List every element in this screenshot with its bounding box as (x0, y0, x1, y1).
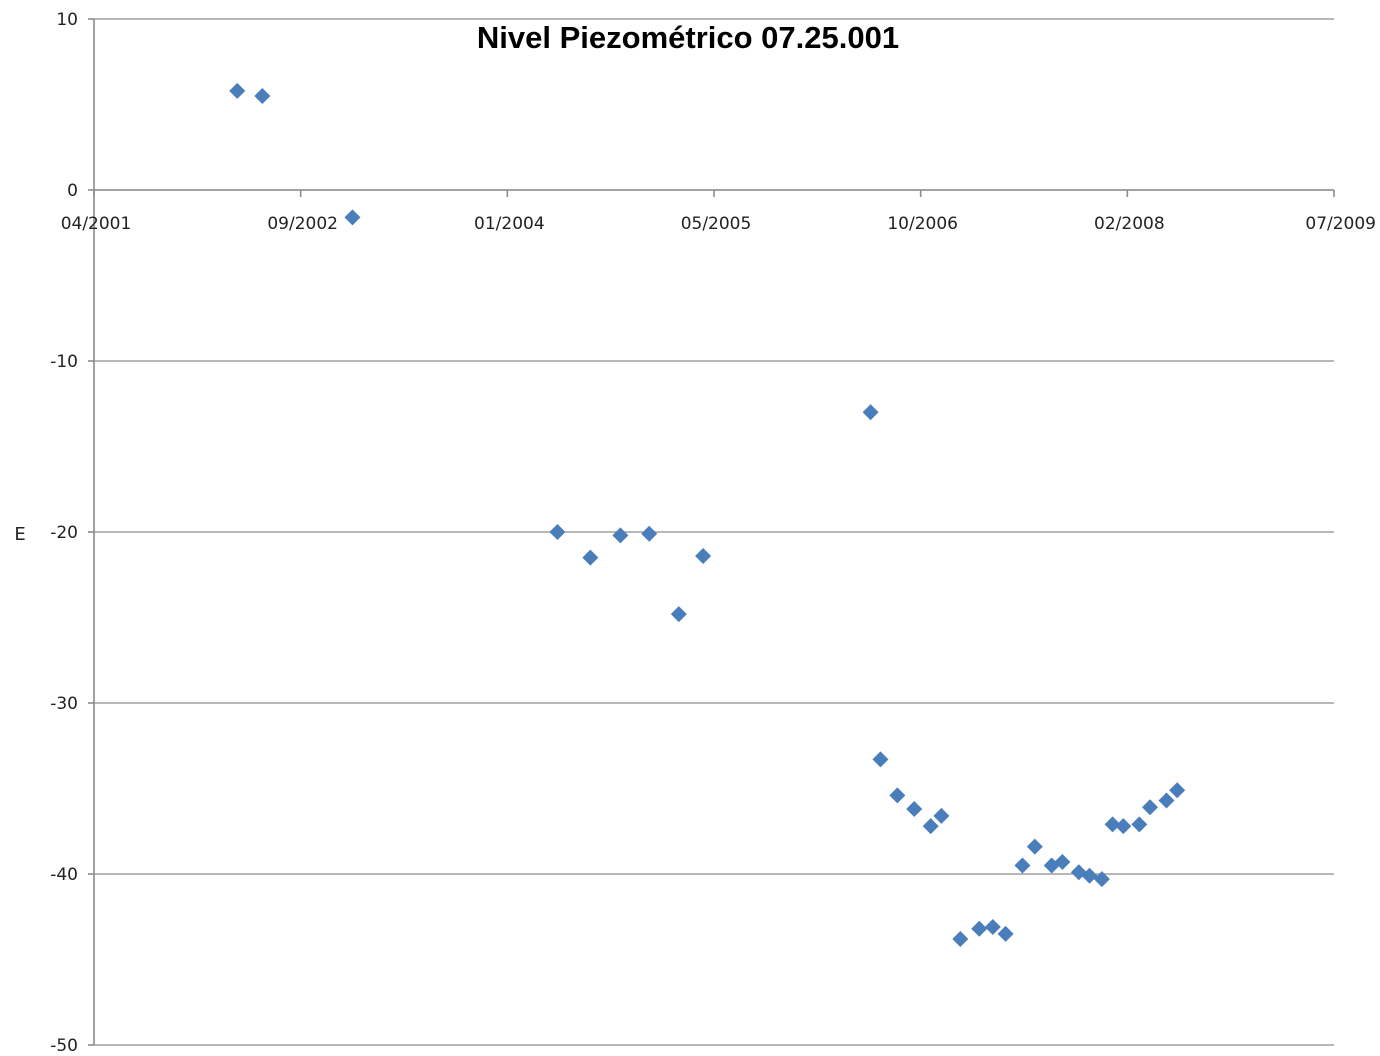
data-point-0-22 (1054, 854, 1071, 871)
data-point-0-7 (670, 606, 687, 623)
data-point-0-1 (254, 87, 271, 104)
data-point-0-18 (997, 925, 1014, 942)
y-tick-label-3: -20 (50, 523, 78, 543)
x-axis-ticks: 04/2001 09/2002 01/2004 05/2005 10/2006 02/20… (61, 190, 1376, 234)
data-point-0-9 (862, 404, 879, 421)
data-point-0-31 (1169, 782, 1186, 799)
data-point-0-25 (1093, 871, 1110, 888)
data-point-0-6 (641, 525, 658, 542)
data-points (229, 82, 1186, 947)
y-axis-ticks: 10 0 -10 -20 -30 -40 -50 (50, 10, 94, 1056)
data-point-0-13 (922, 818, 939, 835)
data-point-0-10 (872, 751, 889, 768)
x-tick-label-5: 02/2008 (1094, 214, 1165, 234)
x-tick-label-4: 10/2006 (887, 214, 958, 234)
data-point-0-11 (889, 787, 906, 804)
data-point-0-2 (344, 209, 361, 226)
data-point-0-15 (952, 930, 969, 947)
data-point-0-19 (1014, 857, 1031, 874)
data-point-0-3 (549, 524, 566, 540)
y-tick-label-5: -40 (50, 865, 78, 885)
x-tick-label-0: 04/2001 (61, 214, 132, 234)
y-axis-label: E (14, 524, 25, 545)
x-tick-label-2: 01/2004 (474, 214, 545, 234)
y-tick-label-6: -50 (50, 1036, 78, 1056)
data-point-0-26 (1104, 816, 1121, 833)
data-point-0-30 (1158, 792, 1175, 809)
data-point-0-12 (906, 801, 923, 818)
y-tick-label-2: -10 (50, 352, 78, 372)
gridlines (94, 18, 1334, 1046)
x-tick-label-1: 09/2002 (267, 214, 338, 234)
data-point-0-29 (1142, 799, 1159, 816)
y-tick-label-0: 10 (56, 10, 78, 30)
x-tick-label-3: 05/2005 (681, 214, 752, 234)
data-point-0-4 (582, 549, 599, 566)
x-tick-label-6: 07/2009 (1305, 214, 1376, 234)
chart-title: Nivel Piezométrico 07.25.001 (477, 20, 899, 55)
data-point-0-17 (984, 919, 1001, 936)
y-tick-label-1: 0 (67, 181, 78, 201)
data-point-0-8 (695, 547, 712, 564)
data-point-0-24 (1081, 867, 1098, 884)
data-point-0-14 (933, 807, 950, 824)
y-tick-label-4: -30 (50, 694, 78, 714)
data-point-0-16 (971, 920, 988, 937)
data-point-0-20 (1026, 838, 1043, 855)
data-point-0-0 (229, 82, 246, 99)
data-point-0-28 (1131, 816, 1148, 833)
data-point-0-5 (612, 527, 629, 544)
data-point-0-27 (1115, 818, 1132, 835)
